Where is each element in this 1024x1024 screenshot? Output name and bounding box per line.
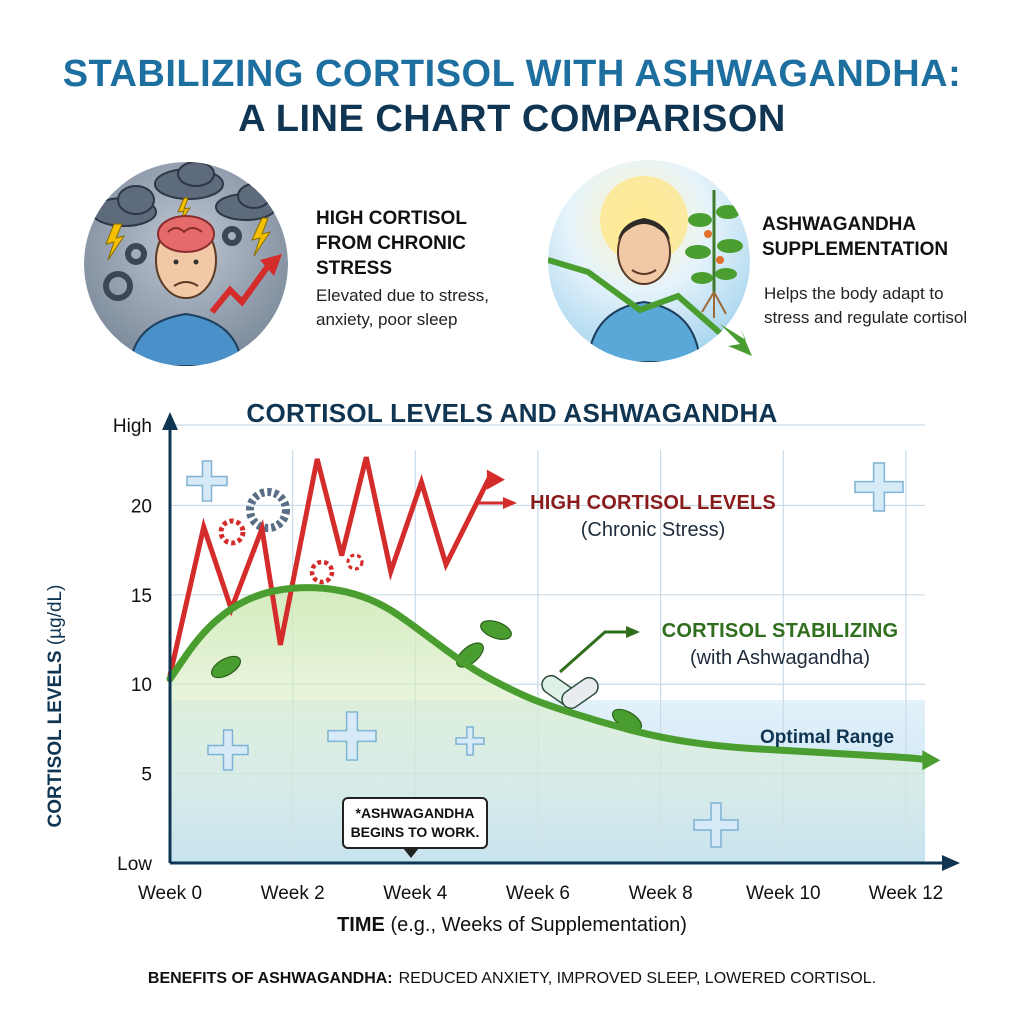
- chart-title: CORTISOL LEVELS AND ASHWAGANDHA: [246, 398, 778, 428]
- high-cortisol-sublabel: (Chronic Stress): [580, 519, 726, 541]
- page-title-line1: STABILIZING CORTISOL WITH ASHWAGANDHA:: [62, 53, 962, 95]
- y-tick-label: 15: [131, 586, 152, 607]
- y-tick-label: Low: [117, 854, 152, 875]
- lightning-icon: [105, 197, 272, 261]
- stress-illustration: [84, 162, 288, 366]
- plant-icon: [685, 190, 743, 318]
- brain-icon: [157, 215, 215, 253]
- stabilizing-line: [166, 584, 928, 763]
- gear-icon: [309, 559, 335, 585]
- gear-icon: [103, 226, 242, 301]
- stabilizing-label-pointer: [559, 630, 628, 674]
- x-tick-label: Week 10: [746, 883, 821, 904]
- plus-icon: [854, 462, 904, 512]
- leaf-icon: [210, 655, 242, 679]
- stabilizing-label: CORTISOL STABILIZING (with Ashwagandha): [646, 618, 914, 672]
- high-cortisol-series-name: HIGH CORTISOL LEVELS: [530, 492, 776, 514]
- x-tick-label: Week 4: [383, 883, 448, 904]
- y-axis-label: CORTISOL LEVELS (µg/dL): [45, 584, 66, 828]
- gear-icon: [245, 487, 291, 533]
- stabilizing-label-pointer-head: [626, 626, 640, 638]
- x-axis-label: TIME (e.g., Weeks of Supplementation): [337, 914, 687, 936]
- leaf-icon: [480, 620, 512, 640]
- x-tick-label: Week 6: [506, 883, 570, 904]
- stress-description: Elevated due to stress, anxiety, poor sl…: [316, 286, 489, 329]
- stress-heading: HIGH CORTISOL FROM CHRONIC STRESS: [316, 208, 467, 279]
- capsule-icon: [541, 674, 599, 710]
- x-tick-label: Week 0: [138, 883, 202, 904]
- high-cortisol-label: HIGH CORTISOL LEVELS (Chronic Stress): [522, 490, 784, 544]
- gear-icon: [218, 518, 246, 546]
- plus-icon: [693, 802, 739, 848]
- high-cortisol-line-arrowhead: [486, 469, 505, 490]
- stabilizing-series-name: CORTISOL STABILIZING: [661, 620, 899, 642]
- gear-icon: [346, 553, 364, 571]
- optimal-range-label: Optimal Range: [760, 727, 895, 748]
- ashwagandha-illustration: [548, 160, 750, 362]
- y-tick-label: 10: [131, 675, 152, 696]
- chart-axes: [162, 412, 960, 871]
- page-title-line2: A LINE CHART COMPARISON: [238, 98, 786, 140]
- y-tick-label: High: [113, 416, 152, 437]
- benefits-footer: BENEFITS OF ASHWAGANDHA: REDUCED ANXIETY,…: [147, 970, 877, 987]
- plus-icon: [327, 711, 377, 761]
- plus-icon: [455, 726, 485, 756]
- y-tick-label: 5: [141, 765, 152, 786]
- y-tick-label: 20: [131, 496, 152, 517]
- high-cortisol-line: [167, 456, 492, 678]
- x-tick-label: Week 2: [261, 883, 325, 904]
- down-arrow-icon: [720, 324, 752, 356]
- x-tick-label: Week 8: [629, 883, 693, 904]
- high-label-pointer-head: [503, 497, 517, 509]
- plus-icon: [207, 729, 249, 771]
- ashwagandha-onset-note: *ASHWAGANDHA BEGINS TO WORK.: [342, 797, 488, 858]
- ashwagandha-description: Helps the body adapt to stress and regul…: [764, 284, 968, 327]
- plus-icon: [186, 460, 228, 502]
- stabilizing-line-arrowhead: [922, 750, 941, 771]
- stabilizing-area-fill: [170, 587, 925, 863]
- x-tick-label: Week 12: [869, 883, 944, 904]
- ashwagandha-heading: ASHWAGANDHA SUPPLEMENTATION: [762, 214, 949, 260]
- stabilizing-sublabel: (with Ashwagandha): [689, 647, 871, 669]
- storm-cloud-icon: [91, 162, 277, 227]
